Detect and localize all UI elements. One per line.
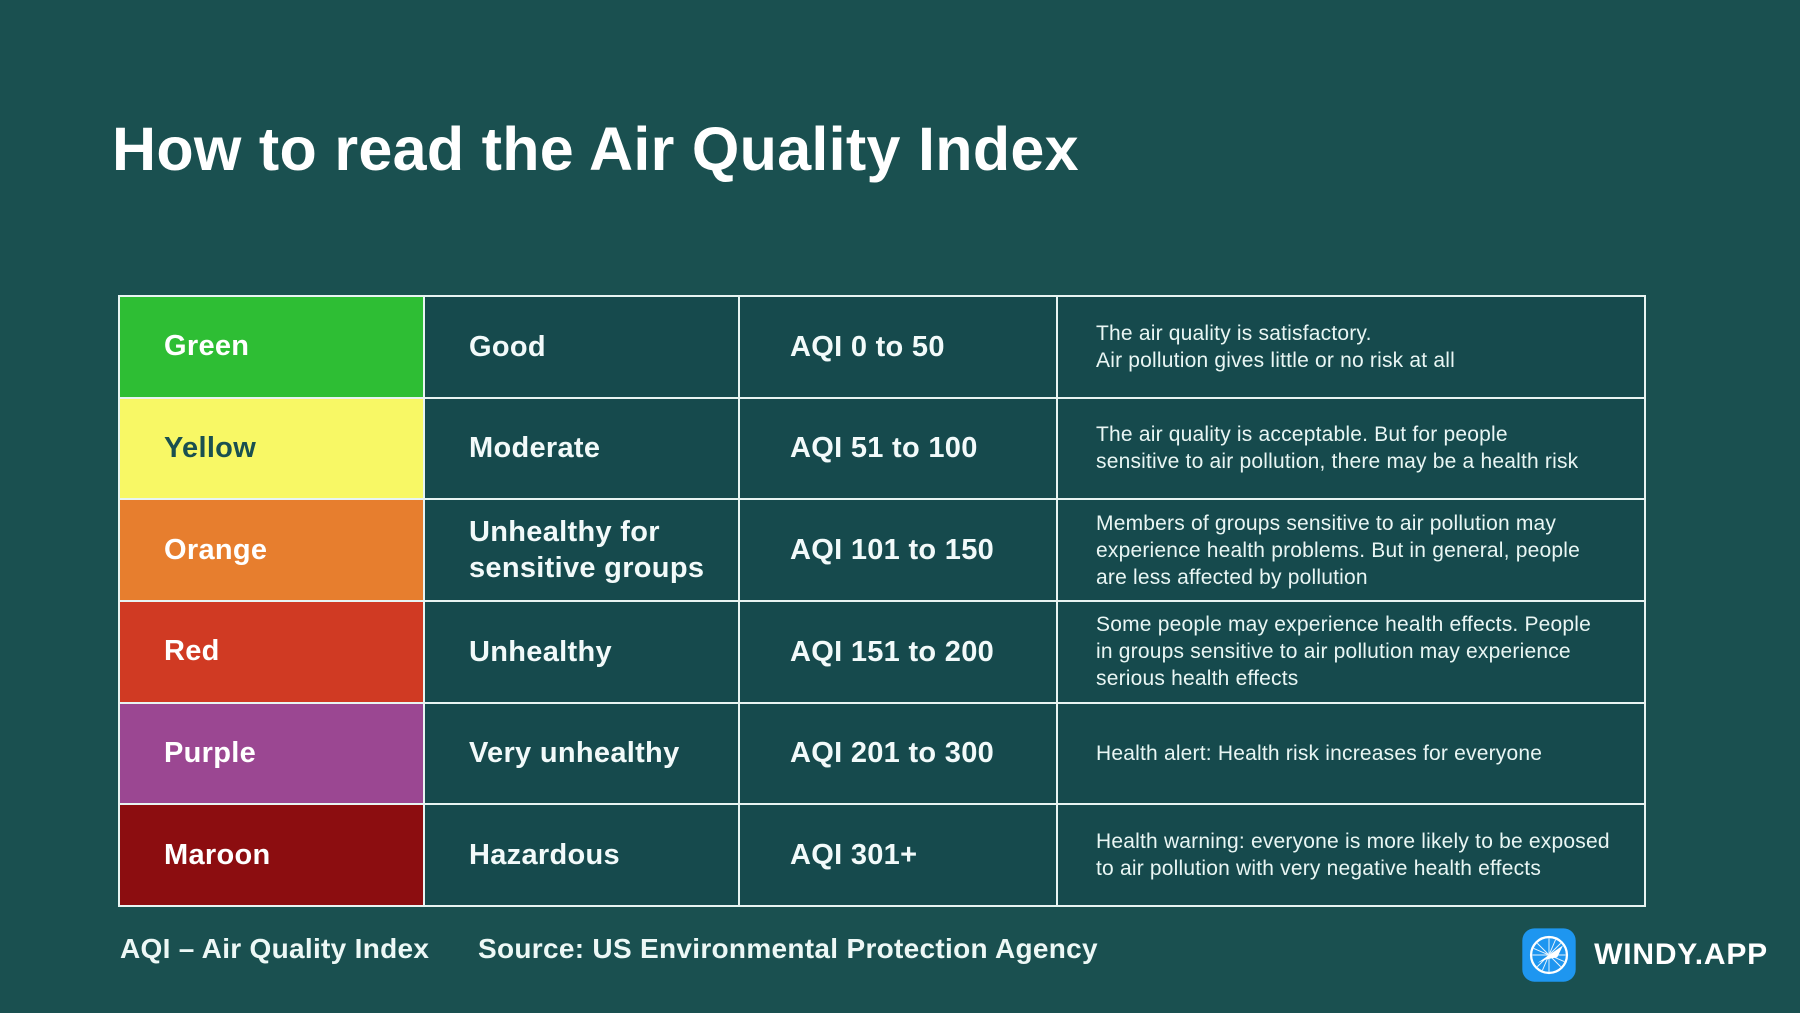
category-label: Unhealthy for sensitive groups [469, 516, 705, 585]
category-cell: Hazardous [425, 805, 738, 905]
description-text: Members of groups sensitive to air pollu… [1096, 511, 1580, 589]
aqi-abbreviation-note: AQI – Air Quality Index [120, 933, 430, 964]
color-swatch-green: Green [120, 297, 423, 397]
page-title-line1: How to read the Air Quality Index [112, 114, 1079, 183]
table-row-maroon: Maroon Hazardous AQI 301+ Health warning… [120, 805, 1644, 905]
category-label: Very unhealthy [469, 737, 680, 770]
description-text: Health warning: everyone is more likely … [1096, 830, 1610, 881]
color-name-label: Red [164, 635, 220, 668]
color-swatch-yellow: Yellow [120, 398, 423, 499]
windy-app-icon [1522, 928, 1576, 982]
color-swatch-maroon: Maroon [120, 805, 423, 905]
aqi-range-label: AQI 51 to 100 [790, 432, 978, 465]
color-name-label: Maroon [164, 838, 271, 871]
aqi-range-cell: AQI 51 to 100 [740, 398, 1056, 499]
aqi-range-label: AQI 101 to 150 [790, 534, 995, 567]
description-text: The air quality is satisfactory. Air pol… [1096, 321, 1455, 372]
table-row-red: Red Unhealthy AQI 151 to 200 Some people… [120, 601, 1644, 702]
brand-name: WINDY.APP [1594, 938, 1768, 971]
aqi-range-label: AQI 151 to 200 [790, 635, 995, 668]
table-row-yellow: Yellow Moderate AQI 51 to 100 The air qu… [120, 398, 1644, 499]
table-row-green: Green Good AQI 0 to 50 The air quality i… [120, 297, 1644, 397]
color-swatch-orange: Orange [120, 500, 423, 600]
aqi-range-label: AQI 301+ [790, 839, 918, 872]
aqi-range-cell: AQI 151 to 200 [740, 601, 1056, 702]
description-cell: The air quality is satisfactory. Air pol… [1058, 297, 1644, 397]
category-label: Hazardous [469, 839, 620, 872]
aqi-range-label: AQI 0 to 50 [790, 330, 945, 363]
category-cell: Good [425, 297, 738, 397]
category-label: Moderate [469, 432, 601, 465]
brand-logo: WINDY.APP [1521, 927, 1768, 983]
description-text: The air quality is acceptable. But for p… [1096, 423, 1579, 474]
description-cell: The air quality is acceptable. But for p… [1058, 398, 1644, 499]
aqi-range-label: AQI 201 to 300 [790, 737, 995, 770]
description-cell: Health warning: everyone is more likely … [1058, 805, 1644, 905]
color-name-label: Purple [164, 736, 257, 769]
color-name-label: Yellow [164, 431, 257, 464]
color-name-label: Orange [164, 533, 268, 566]
color-name-label: Green [164, 330, 250, 363]
description-cell: Health alert: Health risk increases for … [1058, 703, 1644, 804]
data-source-note: Source: US Environmental Protection Agen… [478, 933, 1098, 964]
aqi-scale-table: Green Good AQI 0 to 50 The air quality i… [118, 295, 1646, 907]
category-cell: Very unhealthy [425, 703, 738, 804]
description-cell: Members of groups sensitive to air pollu… [1058, 500, 1644, 600]
category-label: Good [469, 330, 546, 363]
color-swatch-red: Red [120, 601, 423, 702]
aqi-range-cell: AQI 0 to 50 [740, 297, 1056, 397]
color-swatch-purple: Purple [120, 703, 423, 804]
aqi-range-cell: AQI 201 to 300 [740, 703, 1056, 804]
table-row-purple: Purple Very unhealthy AQI 201 to 300 Hea… [120, 703, 1644, 804]
category-cell: Unhealthy for sensitive groups [425, 500, 738, 600]
category-label: Unhealthy [469, 635, 612, 668]
aqi-range-cell: AQI 101 to 150 [740, 500, 1056, 600]
description-cell: Some people may experience health effect… [1058, 601, 1644, 702]
aqi-range-cell: AQI 301+ [740, 805, 1056, 905]
category-cell: Moderate [425, 398, 738, 499]
description-text: Some people may experience health effect… [1096, 613, 1592, 691]
description-text: Health alert: Health risk increases for … [1096, 741, 1543, 765]
category-cell: Unhealthy [425, 601, 738, 702]
table-row-orange: Orange Unhealthy for sensitive groups AQ… [120, 500, 1644, 600]
